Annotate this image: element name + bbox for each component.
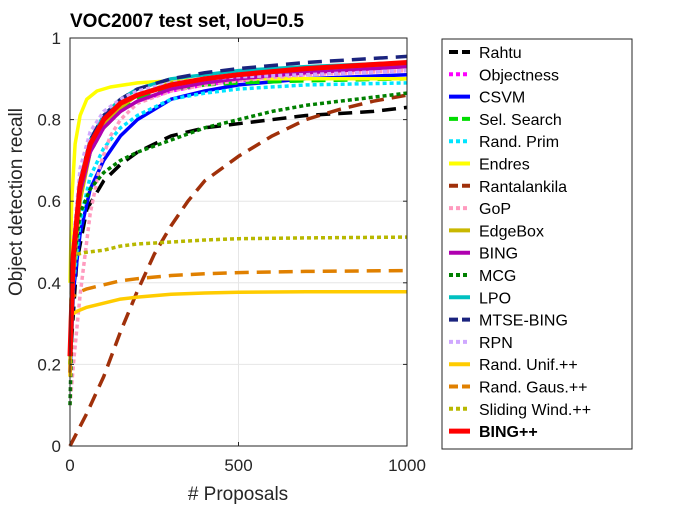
legend: Rahtu Objectness CSVM Sel. Search Rand. Prim…	[441, 38, 633, 450]
legend-label: MTSE-BING	[479, 313, 568, 330]
series-line-rand-gaus	[68, 268, 408, 373]
y-tick-label: 0.6	[37, 192, 61, 211]
y-tick-label: 0	[52, 437, 61, 456]
legend-label: RPN	[479, 335, 513, 352]
y-tick-label: 1	[52, 29, 61, 48]
legend-label: BING	[479, 246, 518, 263]
legend-label: LPO	[479, 290, 511, 307]
y-tick-label: 0.2	[37, 355, 61, 374]
x-tick-label: 0	[65, 456, 74, 475]
series-line-sliding-wind	[68, 235, 408, 365]
series-lines	[67, 54, 408, 447]
legend-label: BING++	[479, 424, 538, 441]
x-axis-label: # Proposals	[188, 484, 288, 505]
legend-label: Endres	[479, 157, 530, 174]
legend-label: Sel. Search	[479, 112, 562, 129]
y-tick-label: 0.4	[37, 274, 61, 293]
series-line-bing	[67, 60, 408, 357]
y-tick-label: 0.8	[37, 111, 61, 130]
legend-label: GoP	[479, 201, 511, 218]
legend-label: MCG	[479, 268, 516, 285]
chart-title: VOC2007 test set, IoU=0.5	[70, 11, 304, 32]
legend-label: Rahtu	[479, 45, 522, 62]
x-tick-label: 500	[224, 456, 252, 475]
legend-label: Sliding Wind.++	[479, 402, 591, 419]
legend-box	[441, 38, 633, 450]
series-line-rahtu	[68, 105, 408, 365]
legend-label: Objectness	[479, 67, 559, 84]
axis-ticks: 0 500 1000 0 0.2 0.4 0.6 0.8 1	[37, 29, 426, 475]
x-tick-label: 1000	[388, 456, 426, 475]
series-line-mcg	[68, 91, 408, 406]
legend-label: Rand. Gaus.++	[479, 380, 588, 397]
series-line-rand-prim	[68, 81, 408, 365]
y-axis-label: Object detection recall	[6, 108, 27, 296]
legend-label: Rantalankila	[479, 179, 567, 196]
series-line-rantalankila	[68, 93, 408, 447]
series-line-rand-unif	[68, 290, 407, 377]
legend-label: Rand. Prim	[479, 134, 559, 151]
legend-label: CSVM	[479, 90, 525, 107]
legend-label: EdgeBox	[479, 223, 544, 240]
legend-label: Rand. Unif.++	[479, 357, 578, 374]
